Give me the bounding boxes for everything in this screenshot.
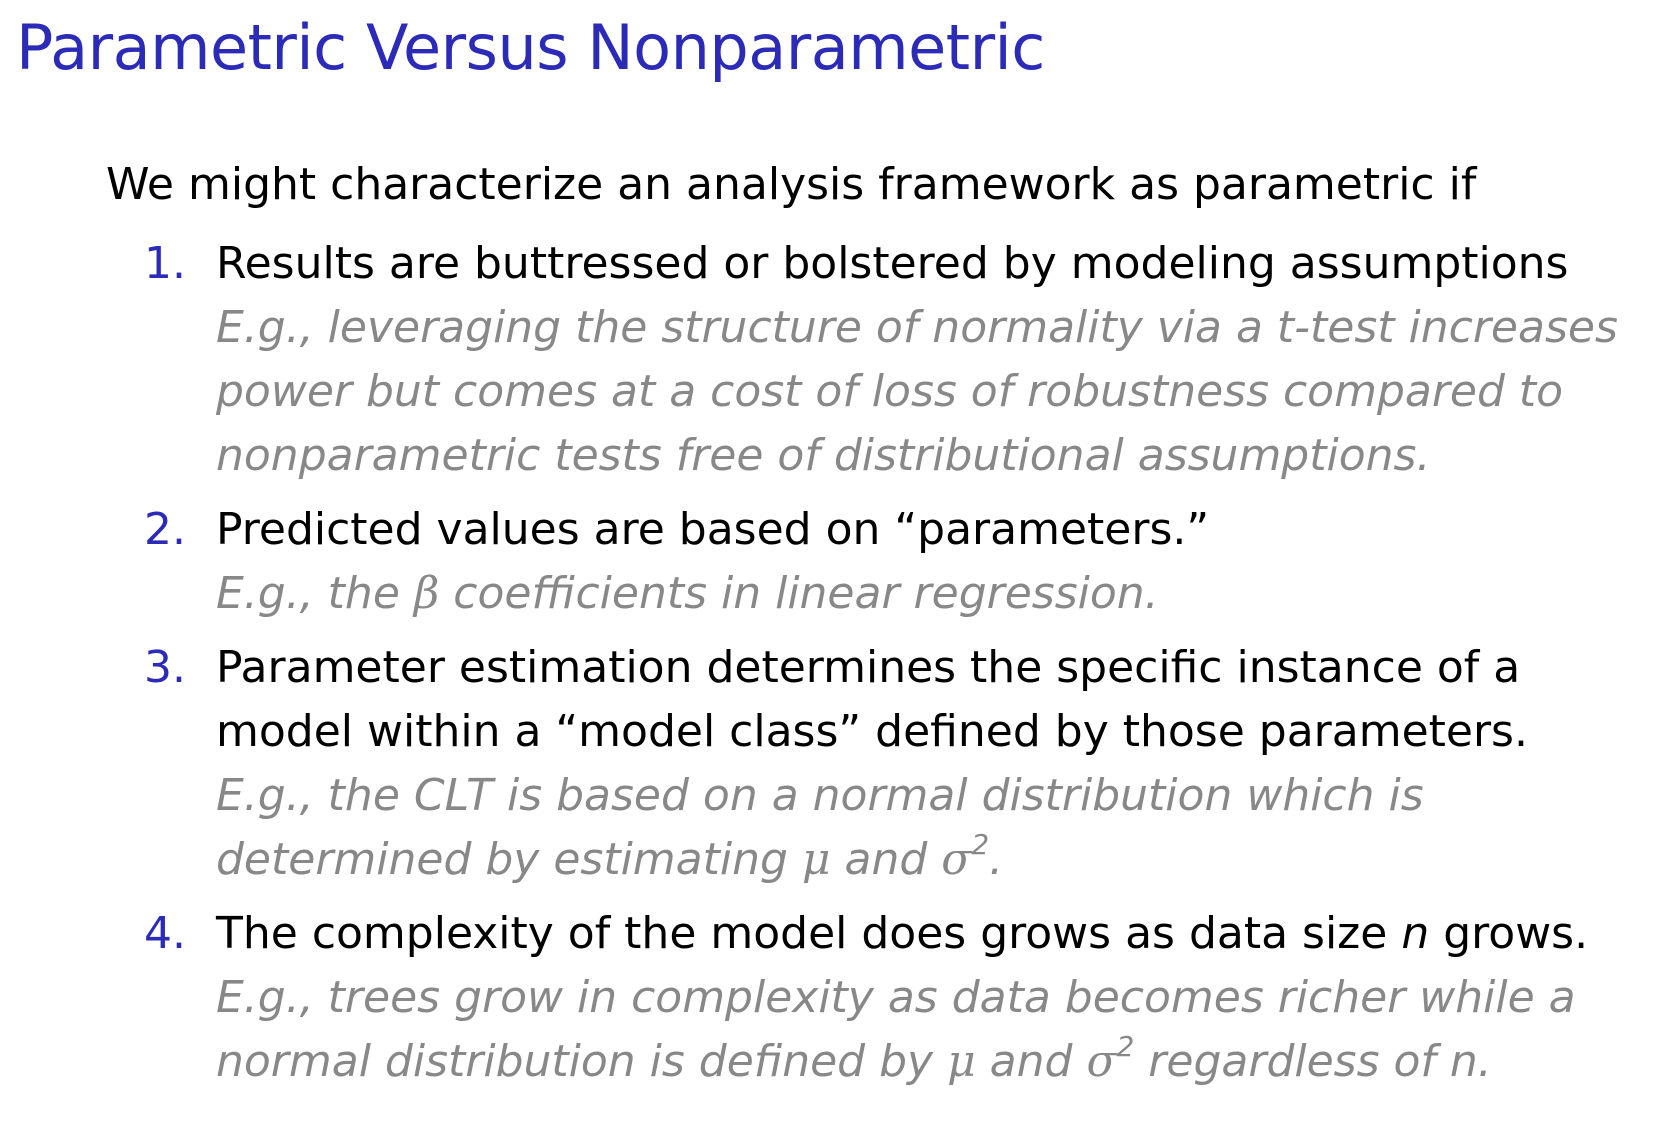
item-statement: The complexity of the model does grows a…: [216, 902, 1626, 966]
mu-symbol: μ: [947, 1036, 976, 1087]
example-text: .: [1477, 1036, 1492, 1087]
item-number: 1.: [144, 238, 186, 289]
item-example: E.g., the CLT is based on a normal distr…: [216, 764, 1626, 892]
example-text: E.g., the: [216, 568, 414, 619]
example-text: .: [989, 834, 1004, 885]
example-text: coefficients in linear regression.: [439, 568, 1159, 619]
list-item: 3. Parameter estimation determines the s…: [106, 636, 1626, 892]
n-symbol: n: [1401, 908, 1430, 959]
sigma-symbol: σ: [1086, 1036, 1117, 1087]
list-item: 4. The complexity of the model does grow…: [106, 902, 1626, 1094]
example-text: and: [975, 1036, 1087, 1087]
item-example: E.g., trees grow in complexity as data b…: [216, 966, 1626, 1094]
superscript: 2: [971, 828, 990, 862]
n-symbol: n: [1449, 1036, 1478, 1087]
list-item: 1. Results are buttressed or bolstered b…: [106, 232, 1626, 488]
criteria-list: 1. Results are buttressed or bolstered b…: [106, 232, 1626, 1104]
intro-text: We might characterize an analysis framew…: [106, 159, 1477, 210]
example-text: E.g., the CLT is based on a normal distr…: [216, 770, 1424, 885]
statement-text: grows.: [1429, 908, 1589, 959]
item-example: E.g., leveraging the structure of normal…: [216, 302, 1618, 481]
statement-text: The complexity of the model does grows a…: [216, 908, 1402, 959]
example-text: E.g., trees grow in complexity as data b…: [216, 972, 1576, 1087]
superscript: 2: [1116, 1030, 1135, 1064]
item-statement: Predicted values are based on “parameter…: [216, 504, 1210, 555]
sigma-symbol: σ: [941, 834, 972, 885]
item-statement: Parameter estimation determines the spec…: [216, 642, 1528, 757]
item-number: 4.: [144, 908, 186, 959]
mu-symbol: μ: [801, 834, 831, 885]
beta-symbol: β: [413, 568, 440, 619]
list-item: 2. Predicted values are based on “parame…: [106, 498, 1626, 626]
slide-title: Parametric Versus Nonparametric: [16, 11, 1045, 84]
item-number: 2.: [144, 504, 186, 555]
example-text: regardless of: [1134, 1036, 1450, 1087]
item-statement: Results are buttressed or bolstered by m…: [216, 238, 1569, 289]
item-number: 3.: [144, 642, 186, 693]
item-example: E.g., the β coefficients in linear regre…: [216, 562, 1626, 626]
example-text: and: [830, 834, 942, 885]
